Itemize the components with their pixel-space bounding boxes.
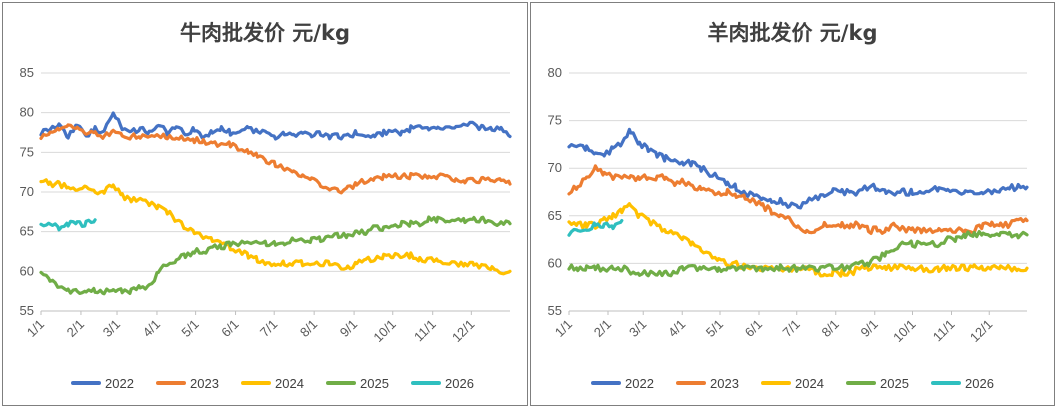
x-tick-label: 2/1 <box>591 317 614 340</box>
series-line-2024 <box>39 178 512 276</box>
legend-label-2023: 2023 <box>190 376 219 391</box>
x-tick-label: 8/1 <box>297 317 320 340</box>
series-line-2025 <box>567 230 1029 278</box>
legend-label-2026: 2026 <box>965 376 994 391</box>
y-tick-label: 80 <box>20 105 34 120</box>
x-tick-label: 3/1 <box>626 317 649 340</box>
series-line-2025 <box>39 215 512 296</box>
beef-chart-panel: 牛肉批发价 元/kg 55 60 65 70 75 80 85 1/1 2/1 3/1 4/1 5/1… <box>2 2 528 406</box>
y-tick-label: 65 <box>548 208 562 223</box>
legend-label-2024: 2024 <box>795 376 824 391</box>
x-tick-label: 8/1 <box>818 317 841 340</box>
x-tick-label: 11/1 <box>930 317 958 345</box>
y-tick-label: 75 <box>548 113 562 128</box>
x-tick-label: 5/1 <box>178 317 201 340</box>
y-tick-label: 65 <box>20 224 34 239</box>
x-tick-label: 10/1 <box>370 317 399 346</box>
x-tick-label: 4/1 <box>665 317 688 340</box>
x-tick-label: 7/1 <box>779 317 802 340</box>
x-tick-label: 5/1 <box>703 317 726 340</box>
series-line-2022 <box>567 127 1029 210</box>
x-tick-label: 1/1 <box>552 317 575 340</box>
mutton-chart-panel: 羊肉批发价 元/kg 55 60 65 70 75 80 1/1 2/1 3/1 4/1 5/1 6/… <box>530 2 1055 406</box>
x-tick-label: 9/1 <box>857 317 880 340</box>
mutton-price-chart: 55 60 65 70 75 80 1/1 2/1 3/1 4/1 5/1 6/1 7/1 8/1 9/1 1… <box>548 65 1029 391</box>
x-tick-label: 3/1 <box>100 317 123 340</box>
y-tick-label: 75 <box>20 144 34 159</box>
series-line-2022 <box>39 111 512 141</box>
series-line-2023 <box>39 123 512 195</box>
y-tick-label: 55 <box>548 303 562 318</box>
x-tick-label: 10/1 <box>890 317 919 346</box>
x-tick-label: 2/1 <box>64 317 87 340</box>
legend-label-2022: 2022 <box>105 376 134 391</box>
x-tick-label: 9/1 <box>337 317 360 340</box>
legend-label-2025: 2025 <box>880 376 909 391</box>
y-tick-label: 70 <box>548 160 562 175</box>
y-tick-label: 70 <box>20 184 34 199</box>
y-tick-label: 60 <box>20 263 34 278</box>
legend-label-2024: 2024 <box>275 376 304 391</box>
series-line-2023 <box>567 164 1029 235</box>
series-line-2026 <box>39 218 97 232</box>
chart-title: 牛肉批发价 元/kg <box>180 21 350 45</box>
chart-title: 羊肉批发价 元/kg <box>707 21 878 45</box>
x-tick-label: 7/1 <box>257 317 280 340</box>
y-tick-label: 60 <box>548 255 562 270</box>
y-tick-label: 55 <box>20 303 34 318</box>
legend-label-2026: 2026 <box>445 376 474 391</box>
x-tick-label: 6/1 <box>742 317 765 340</box>
x-tick-label: 4/1 <box>140 317 163 340</box>
legend-label-2025: 2025 <box>360 376 389 391</box>
y-tick-label: 85 <box>20 65 34 80</box>
legend-label-2022: 2022 <box>625 376 654 391</box>
beef-price-chart: 55 60 65 70 75 80 85 1/1 2/1 3/1 4/1 5/1 6/1 7/1 8/1 9/… <box>20 65 512 391</box>
x-tick-label: 12/1 <box>967 317 996 346</box>
series-line-2026 <box>567 219 624 237</box>
x-tick-label: 6/1 <box>218 317 241 340</box>
series-line-2024 <box>567 202 1029 278</box>
legend-label-2023: 2023 <box>710 376 739 391</box>
x-tick-label: 12/1 <box>449 317 478 346</box>
x-tick-label: 11/1 <box>411 317 439 345</box>
x-tick-label: 1/1 <box>24 317 47 340</box>
y-tick-label: 80 <box>548 65 562 80</box>
